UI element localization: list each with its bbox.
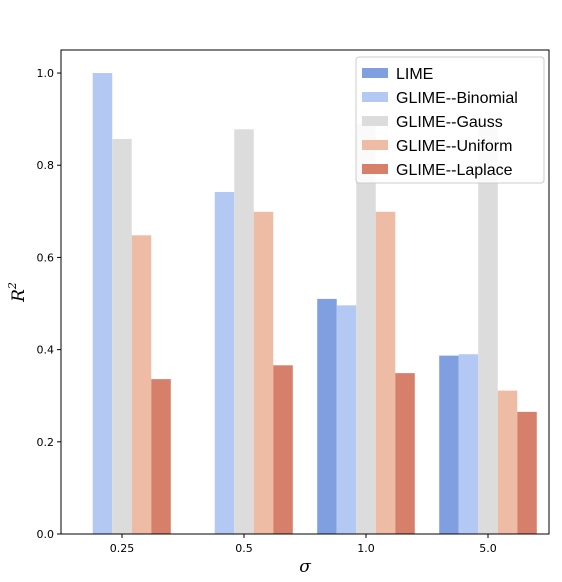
y-axis: 0.0 0.2 0.4 0.6 0.8 1.0 [37,67,61,541]
bar-lime-1-0 [317,298,337,534]
x-axis-label: σ [299,557,311,577]
y-tick-label: 0.8 [37,159,55,172]
bar-glime-laplace-0-5 [273,365,293,534]
y-tick-label: 0.0 [37,528,55,541]
bar-lime-5-0 [439,355,459,534]
legend-swatch [362,68,388,78]
legend-label: GLIME--Laplace [396,162,513,179]
legend-box [355,56,545,184]
legend: LIME GLIME--Binomial GLIME--Gauss GLIME--Un… [355,56,545,184]
bar-glime-binomial-0-25 [92,73,113,535]
x-axis: 0.25 0.5 1.0 5.0 [110,534,497,555]
bar-glime-uniform-0-25 [131,235,152,534]
watermark-text: 知乎 @谭泽人 [440,552,528,569]
bar-glime-gauss-5-0 [478,123,498,534]
legend-swatch [362,116,388,126]
x-tick-label: 0.5 [235,542,253,555]
y-tick-label: 1.0 [37,67,55,80]
bar-glime-binomial-1-0 [336,305,357,534]
legend-swatch [362,164,388,174]
y-tick-label: 0.6 [37,251,55,264]
bar-glime-laplace-5-0 [517,411,537,534]
bars-group [92,73,537,535]
x-tick-label: 5.0 [479,542,497,555]
y-axis-label-superscript: 2 [6,282,19,290]
legend-label: GLIME--Uniform [396,138,512,155]
legend-label: LIME [396,66,433,83]
bar-glime-uniform-0-5 [253,211,274,534]
bar-glime-uniform-1-0 [375,211,396,534]
x-tick-label: 0.25 [110,542,135,555]
bar-glime-gauss-0-25 [112,138,132,534]
bar-glime-binomial-0-5 [214,191,235,534]
x-tick-label: 1.0 [357,542,375,555]
bar-glime-gauss-0-5 [234,129,254,534]
y-tick-label: 0.2 [37,436,55,449]
bar-glime-uniform-5-0 [497,390,518,534]
legend-label: GLIME--Gauss [396,114,503,131]
bar-glime-binomial-5-0 [458,354,479,534]
watermark: 知乎 @谭泽人 [440,552,528,569]
legend-label: GLIME--Binomial [396,90,518,107]
bar-glime-laplace-1-0 [395,373,415,534]
y-axis-label: R2 [6,282,29,303]
legend-swatch [362,92,388,102]
bar-glime-gauss-1-0 [356,123,376,534]
legend-swatch [362,140,388,150]
plot-frame [60,49,550,535]
bar-glime-laplace-0-25 [151,379,171,534]
y-tick-label: 0.4 [37,344,55,357]
y-axis-label-base: R [9,289,29,303]
